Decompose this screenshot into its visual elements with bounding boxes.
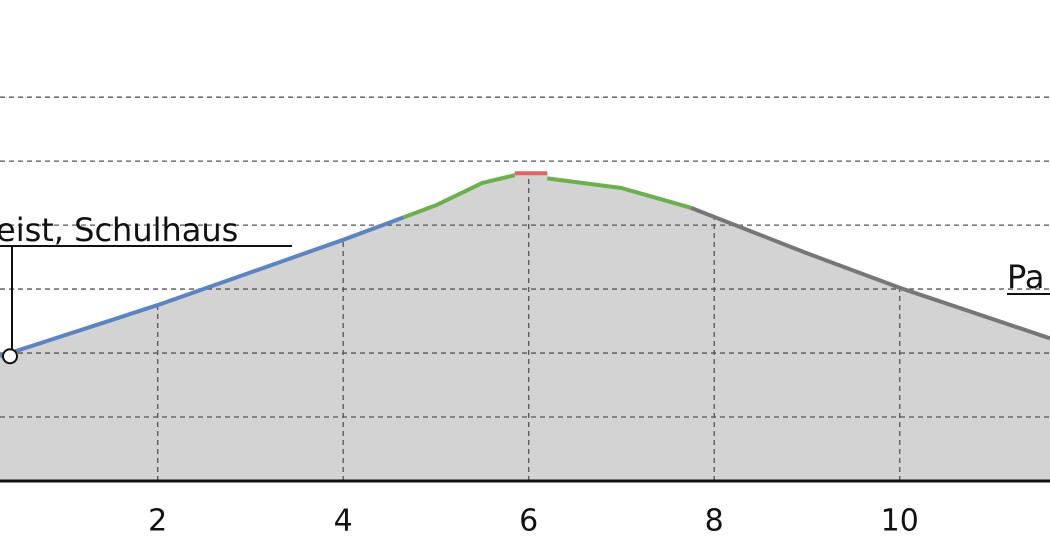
x-tick-label: 4 (334, 504, 353, 539)
profile-line (690, 205, 1050, 341)
x-tick-label: 6 (519, 504, 538, 539)
x-tick-label: 10 (881, 504, 919, 539)
profile-line (0, 215, 405, 359)
start-marker (2, 348, 18, 365)
profile-line (547, 176, 692, 210)
grid (0, 96, 1050, 483)
profile-line (402, 173, 516, 220)
x-tick-label: 2 (148, 504, 167, 539)
annotation: Pa (1007, 258, 1044, 296)
area-fill (546, 177, 692, 482)
area (0, 172, 1050, 482)
lines (0, 171, 1050, 359)
annotation: eist, Schulhaus (0, 211, 238, 249)
labels: 2 4 6 8 10 eist, Schulhaus Pa (0, 211, 1050, 539)
area-fill (690, 207, 1050, 482)
area-fill (514, 172, 548, 482)
area-fill (402, 174, 516, 482)
x-tick-label: 8 (705, 504, 724, 539)
